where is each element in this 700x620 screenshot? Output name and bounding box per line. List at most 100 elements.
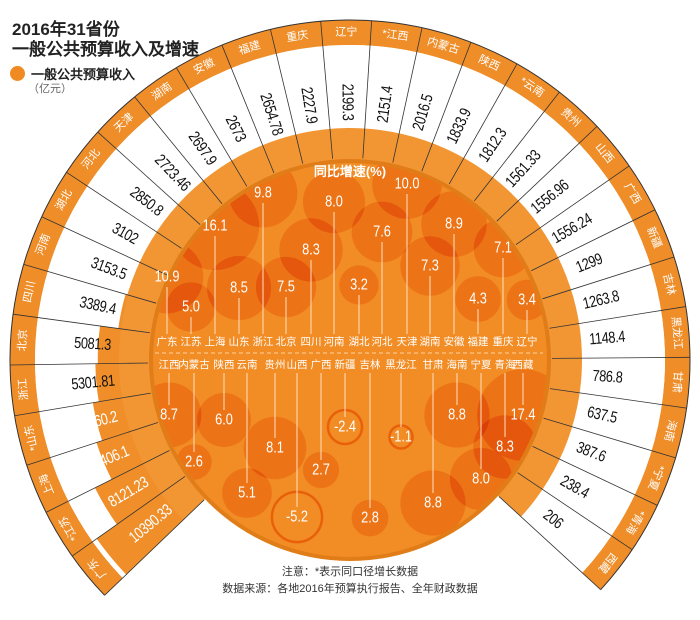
- growth-value-海南: 8.8: [448, 406, 466, 424]
- growth-value-天津: 10.0: [395, 175, 420, 193]
- sector-divider: [362, 20, 373, 159]
- revenue-value-重庆: 2227.9: [297, 86, 320, 125]
- sector-divider: [26, 422, 159, 466]
- revenue-value-辽宁: 2199.3: [338, 84, 356, 121]
- growth-bubble-四川: [279, 218, 343, 282]
- sector-divider: [531, 209, 656, 272]
- inner-rim: [118, 128, 583, 521]
- growth-value-陕西: 6.0: [215, 411, 233, 429]
- sector-divider: [542, 256, 675, 300]
- growth-province-label: 吉林: [360, 358, 381, 371]
- growth-value-西藏: 17.4: [511, 406, 536, 424]
- growth-bubble-山东: [206, 255, 272, 321]
- legend-swatch: [10, 66, 25, 81]
- growth-value-甘肃: 8.8: [424, 494, 442, 512]
- growth-province-label: 安徽: [444, 335, 465, 348]
- sector-divider: [474, 91, 560, 202]
- growth-value-江西: 8.7: [160, 406, 178, 424]
- growth-bubble-甘肃: [400, 470, 466, 536]
- growth-province-label: 重庆: [493, 335, 514, 348]
- growth-value-宁夏: 8.0: [472, 470, 490, 488]
- growth-bubble-江西: [153, 382, 202, 448]
- revenue-bar-北京: [97, 326, 122, 364]
- sector-divider: [392, 27, 423, 163]
- bar-background: [35, 44, 666, 579]
- growth-bubble-安徽: [421, 191, 487, 257]
- sector-divider: [41, 216, 167, 276]
- ring-label-四川: 四川: [22, 280, 38, 304]
- growth-province-label: 江西: [159, 359, 180, 371]
- revenue-bar-上海: [96, 431, 144, 480]
- growth-value-河北: 7.6: [373, 223, 391, 241]
- label-ring: [10, 20, 691, 596]
- growth-bubble-江苏: [166, 282, 216, 332]
- growth-bubble-河南: [302, 170, 366, 234]
- growth-value-上海: 16.1: [203, 217, 228, 235]
- sector-divider: [421, 42, 472, 172]
- growth-province-label: 四川: [301, 336, 322, 348]
- growth-province-label: 广西: [311, 359, 332, 371]
- growth-province-label: 海南: [447, 358, 468, 371]
- growth-value-山西: -5.2: [286, 508, 308, 526]
- growth-province-label: 湖南: [420, 335, 441, 348]
- sector-divider: [45, 450, 170, 513]
- growth-value-吉林: 2.8: [361, 509, 379, 527]
- growth-province-label: 山东: [229, 335, 250, 348]
- sector-divider: [13, 313, 150, 334]
- growth-bubble-海南: [424, 382, 490, 448]
- growth-value-辽宁: 3.4: [518, 291, 536, 309]
- outer-arc: [9, 19, 691, 596]
- growth-value-湖南: 7.3: [421, 257, 439, 275]
- growth-province-label: 山西: [287, 359, 308, 371]
- legend: 一般公共预算收入: [10, 64, 135, 83]
- growth-province-label: 浙江: [253, 336, 274, 348]
- ring-label-江西: *江西: [381, 27, 409, 44]
- sector-divider: [543, 417, 676, 459]
- growth-bubble-广西: [302, 451, 340, 489]
- sector-divider: [498, 496, 601, 590]
- growth-bubble-湖北: [339, 265, 379, 305]
- sector-divider: [515, 165, 630, 246]
- growth-province-label: 河南: [324, 335, 345, 348]
- ring-label-甘肃: 甘肃: [670, 371, 684, 394]
- footnote: 注意：*表示同口径增长数据: [281, 566, 419, 578]
- revenue-bar-四川: [118, 294, 129, 329]
- growth-province-label: 宁夏: [471, 358, 492, 371]
- revenue-value-甘肃: 786.8: [592, 367, 623, 387]
- ring-label-北京: 北京: [14, 329, 29, 352]
- growth-value-黑龙江: -1.1: [390, 428, 412, 446]
- growth-value-广东: 10.9: [155, 268, 180, 286]
- sector-divider: [517, 472, 633, 551]
- growth-province-label: 甘肃: [423, 358, 444, 371]
- chart-title-line1: 2016年31省份: [12, 20, 120, 39]
- growth-province-label: 内蒙古: [178, 358, 210, 371]
- growth-value-福建: 4.3: [469, 290, 487, 308]
- sector-divider: [10, 362, 149, 366]
- growth-province-label: 陕西: [214, 358, 235, 371]
- sector-divider: [270, 29, 304, 164]
- growth-bubble-吉林: [351, 499, 389, 537]
- ring-label-海南: 海南: [662, 418, 680, 442]
- sector-divider: [175, 67, 248, 187]
- sector-divider: [23, 264, 157, 304]
- revenue-value-海南: 637.5: [585, 404, 618, 428]
- revenue-value-北京: 5081.3: [74, 335, 112, 355]
- ring-label-重庆: 重庆: [285, 27, 309, 44]
- revenue-bar-浙江: [95, 363, 123, 402]
- data-source: 数据来源：各地2016年预算执行报告、全年财政数据: [222, 583, 478, 595]
- growth-value-新疆: -2.4: [334, 418, 356, 436]
- revenue-bar-广东: [96, 493, 184, 575]
- ring-label-吉林: 吉林: [660, 272, 679, 297]
- growth-title: 同比增速(%): [314, 164, 386, 179]
- ring-label-浙江: 浙江: [16, 378, 31, 401]
- revenue-bar-江苏: [94, 463, 162, 525]
- growth-province-label: 西藏: [513, 359, 534, 371]
- growth-value-云南: 5.1: [238, 484, 256, 502]
- revenue-value-浙江: 5301.81: [71, 372, 116, 394]
- growth-province-label: 北京: [276, 335, 297, 348]
- growth-province-label: 上海: [205, 335, 226, 348]
- sector-divider: [71, 476, 186, 557]
- growth-province-label: 湖北: [349, 336, 370, 348]
- growth-value-安徽: 8.9: [445, 215, 463, 233]
- ring-label-辽宁: 辽宁: [335, 24, 357, 38]
